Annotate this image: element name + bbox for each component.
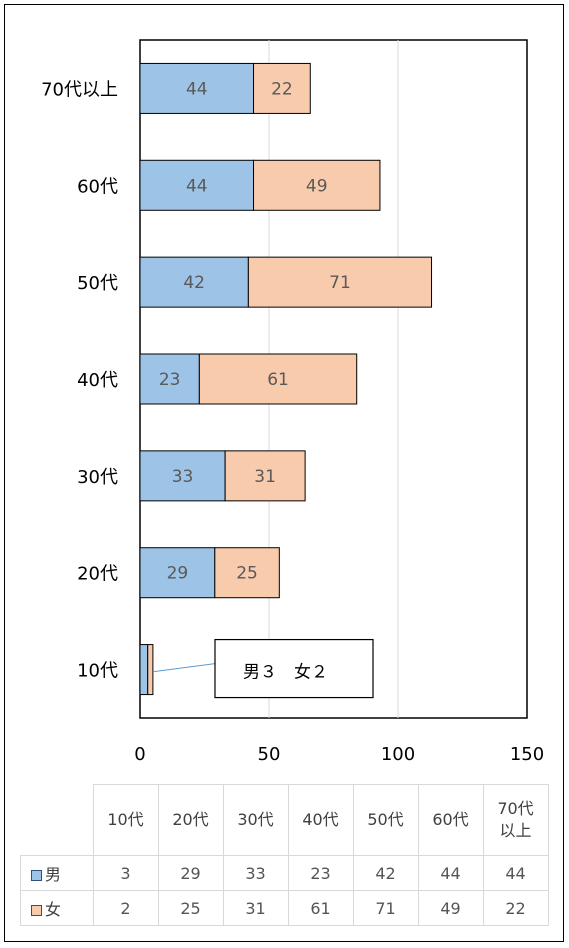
category-label: 20代 (77, 564, 118, 585)
column-header: 10代 (92, 784, 159, 856)
data-label: 23 (159, 370, 181, 390)
callout-text: 男３ 女２ (243, 663, 328, 683)
table-cell: 3 (92, 855, 159, 891)
column-header: 70代以上 (482, 784, 549, 856)
data-table: 10代 20代 30代 40代 50代 60代 70代以上 男 3 29 33 … (20, 784, 549, 926)
x-tick-label: 50 (258, 744, 281, 765)
table-row-male: 男 3 29 33 23 42 44 44 (20, 855, 549, 891)
table-cell: 49 (417, 890, 484, 926)
table-cell: 42 (352, 855, 419, 891)
callout-box (214, 638, 374, 699)
stacked-bar-chart: 0 50 100 150 10代 29 25 20代 33 31 30代 23 61 40代 42 71 50代… (41, 39, 544, 765)
bar-female (253, 159, 381, 211)
data-label: 42 (183, 273, 205, 293)
data-label: 49 (306, 176, 328, 196)
column-header: 40代 (287, 784, 354, 856)
table-cell: 29 (157, 855, 224, 891)
column-header: 20代 (157, 784, 224, 856)
bar-female (214, 547, 280, 599)
data-label: 33 (172, 467, 194, 487)
column-header-label: 60代 (432, 810, 469, 829)
column-header-label: 40代 (302, 810, 339, 829)
legend-swatch-female (31, 905, 42, 916)
column-header-label: 50代 (367, 810, 404, 829)
data-label: 31 (254, 467, 276, 487)
column-header-label: 10代 (107, 810, 144, 829)
data-label: 25 (236, 564, 258, 584)
table-corner (20, 784, 94, 856)
table-cell: 71 (352, 890, 419, 926)
column-header-label: 70代以上 (497, 799, 534, 840)
data-label: 71 (329, 273, 351, 293)
category-label: 40代 (77, 370, 118, 391)
legend-entry-female: 女 (20, 890, 94, 926)
legend-label-male: 男 (45, 865, 62, 884)
category-label: 10代 (77, 661, 118, 682)
callout-leader (153, 663, 216, 673)
table-cell: 44 (482, 855, 549, 891)
bar-male (139, 256, 249, 308)
column-header-label: 30代 (237, 810, 274, 829)
x-tick-label: 0 (134, 744, 145, 765)
bar-male (139, 450, 226, 502)
column-header: 30代 (222, 784, 289, 856)
bar-female (147, 644, 154, 696)
bar-male (139, 159, 255, 211)
bar-male (139, 353, 200, 405)
column-header-label: 20代 (172, 810, 209, 829)
bar-female (247, 256, 433, 308)
category-label: 50代 (77, 273, 118, 294)
legend-label-female: 女 (45, 900, 62, 919)
column-header: 60代 (417, 784, 484, 856)
legend-entry-male: 男 (20, 855, 94, 891)
data-label: 61 (267, 370, 289, 390)
data-label: 44 (186, 79, 208, 99)
table-cell: 2 (92, 890, 159, 926)
table-cell: 31 (222, 890, 289, 926)
data-label: 22 (271, 79, 293, 99)
table-cell: 44 (417, 855, 484, 891)
legend-swatch-male (31, 870, 42, 881)
table-cell: 33 (222, 855, 289, 891)
chart-frame (4, 4, 564, 942)
table-cell: 61 (287, 890, 354, 926)
category-label: 70代以上 (41, 79, 118, 100)
table-header-row: 10代 20代 30代 40代 50代 60代 70代以上 (20, 784, 549, 856)
x-tick-label: 150 (510, 744, 544, 765)
data-label: 44 (186, 176, 208, 196)
data-label: 29 (167, 564, 189, 584)
bar-female (253, 62, 311, 114)
bar-female (224, 450, 306, 502)
table-cell: 25 (157, 890, 224, 926)
category-label: 30代 (77, 467, 118, 488)
bar-male (139, 547, 216, 599)
bar-female (198, 353, 358, 405)
column-header: 50代 (352, 784, 419, 856)
x-tick-label: 100 (381, 744, 415, 765)
bar-male (139, 62, 255, 114)
table-cell: 23 (287, 855, 354, 891)
table-row-female: 女 2 25 31 61 71 49 22 (20, 890, 549, 926)
category-label: 60代 (77, 176, 118, 197)
table-cell: 22 (482, 890, 549, 926)
bar-male (139, 644, 149, 696)
